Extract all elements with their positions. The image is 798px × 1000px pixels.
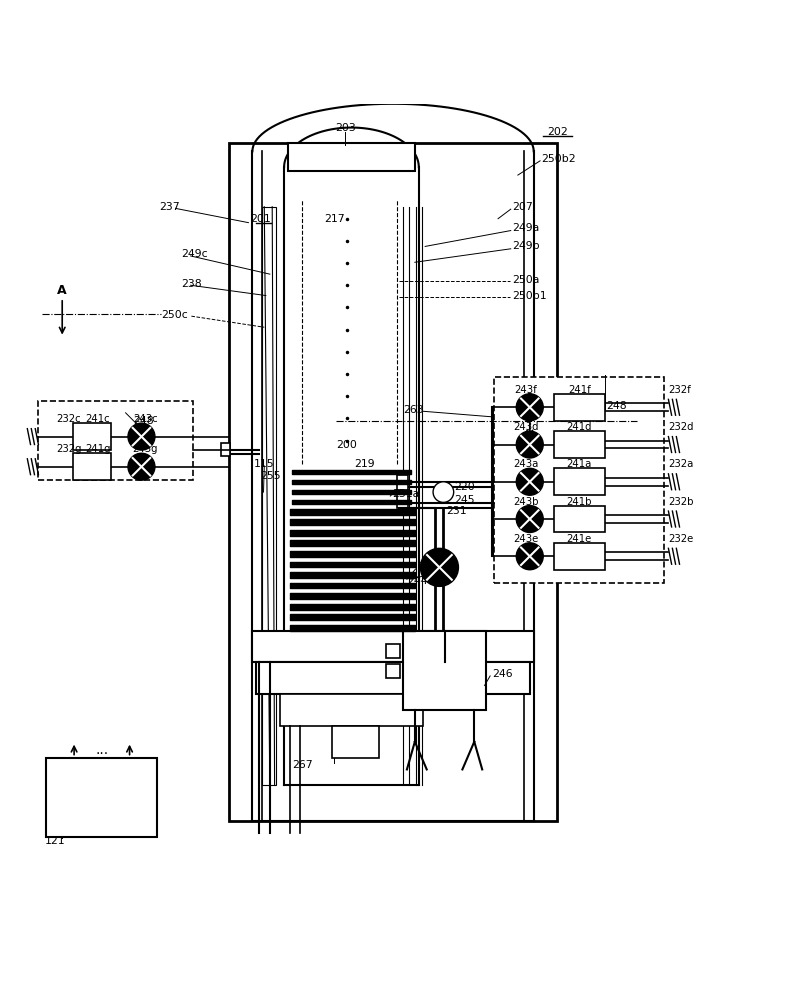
Bar (38, 401, 193, 480)
Text: 250b1: 250b1 (512, 291, 547, 301)
Bar (280, 694, 423, 726)
Bar (256, 662, 530, 694)
Text: 243g: 243g (132, 444, 158, 454)
Text: A: A (525, 392, 535, 405)
Text: 250b2: 250b2 (542, 154, 576, 164)
Text: 241d: 241d (567, 422, 592, 432)
Circle shape (516, 543, 543, 570)
Text: 217: 217 (324, 214, 345, 224)
Text: 245: 245 (455, 495, 475, 505)
Text: 203: 203 (334, 123, 355, 133)
Text: 232d: 232d (669, 422, 694, 432)
Bar (73, 423, 111, 450)
Bar (221, 443, 230, 456)
Text: 241f: 241f (568, 385, 591, 395)
Text: 241g: 241g (85, 444, 111, 454)
Bar (288, 143, 415, 171)
Text: ...: ... (95, 743, 109, 757)
Text: 231: 231 (447, 506, 467, 516)
Text: 241c: 241c (85, 414, 110, 424)
Bar (46, 758, 157, 837)
Text: 237: 237 (159, 202, 180, 212)
Text: 232b: 232b (669, 497, 694, 507)
Text: 121: 121 (45, 836, 65, 846)
Text: 218: 218 (417, 562, 438, 572)
Circle shape (128, 423, 155, 450)
Bar (397, 475, 408, 490)
Bar (252, 631, 534, 662)
Bar (397, 494, 408, 508)
Text: 207: 207 (512, 202, 533, 212)
Text: 244: 244 (407, 576, 428, 586)
Circle shape (516, 468, 543, 495)
Text: 232f: 232f (669, 385, 691, 395)
Text: 241a: 241a (567, 459, 592, 469)
Text: 220: 220 (455, 482, 476, 492)
Text: 243d: 243d (513, 422, 539, 432)
Text: 250a: 250a (512, 275, 539, 285)
Bar (554, 543, 605, 570)
Text: A: A (57, 284, 67, 297)
Bar (228, 143, 558, 821)
Circle shape (128, 453, 155, 480)
Text: 267: 267 (292, 760, 313, 770)
Text: 248: 248 (133, 416, 154, 426)
Text: 243a: 243a (513, 459, 539, 469)
Bar (332, 726, 379, 758)
Text: 232c: 232c (56, 414, 81, 424)
Text: 255: 255 (260, 471, 281, 481)
Text: 241e: 241e (567, 534, 592, 544)
Text: 232g: 232g (56, 444, 81, 454)
Text: 232a: 232a (669, 459, 693, 469)
Circle shape (516, 394, 543, 421)
Bar (385, 644, 400, 658)
Text: 201: 201 (250, 214, 271, 224)
Text: 263: 263 (403, 405, 424, 415)
Text: 231a: 231a (392, 489, 419, 499)
Bar (554, 506, 605, 532)
Bar (403, 631, 486, 710)
Text: 219: 219 (354, 459, 374, 469)
Circle shape (516, 506, 543, 532)
Text: 202: 202 (547, 127, 568, 137)
Circle shape (433, 482, 454, 502)
Bar (554, 394, 605, 421)
Text: 250c: 250c (161, 310, 188, 320)
Bar (262, 207, 276, 785)
Text: 200: 200 (336, 440, 358, 450)
Bar (494, 377, 665, 583)
Text: 243e: 243e (513, 534, 539, 544)
Bar (554, 468, 605, 495)
Text: 246: 246 (492, 669, 513, 679)
Bar (385, 664, 400, 678)
Text: 232e: 232e (669, 534, 693, 544)
Circle shape (516, 431, 543, 458)
Bar (554, 431, 605, 458)
Text: 249a: 249a (512, 223, 539, 233)
Text: 243c: 243c (133, 414, 158, 424)
Text: 238: 238 (181, 279, 202, 289)
Bar (73, 453, 111, 480)
Text: 249c: 249c (181, 249, 207, 259)
Text: 115: 115 (254, 459, 275, 469)
Circle shape (421, 548, 458, 586)
Text: 243f: 243f (515, 385, 537, 395)
Text: 248: 248 (606, 401, 627, 411)
Text: 249b: 249b (512, 241, 540, 251)
Text: 243b: 243b (513, 497, 539, 507)
Text: 241b: 241b (567, 497, 592, 507)
